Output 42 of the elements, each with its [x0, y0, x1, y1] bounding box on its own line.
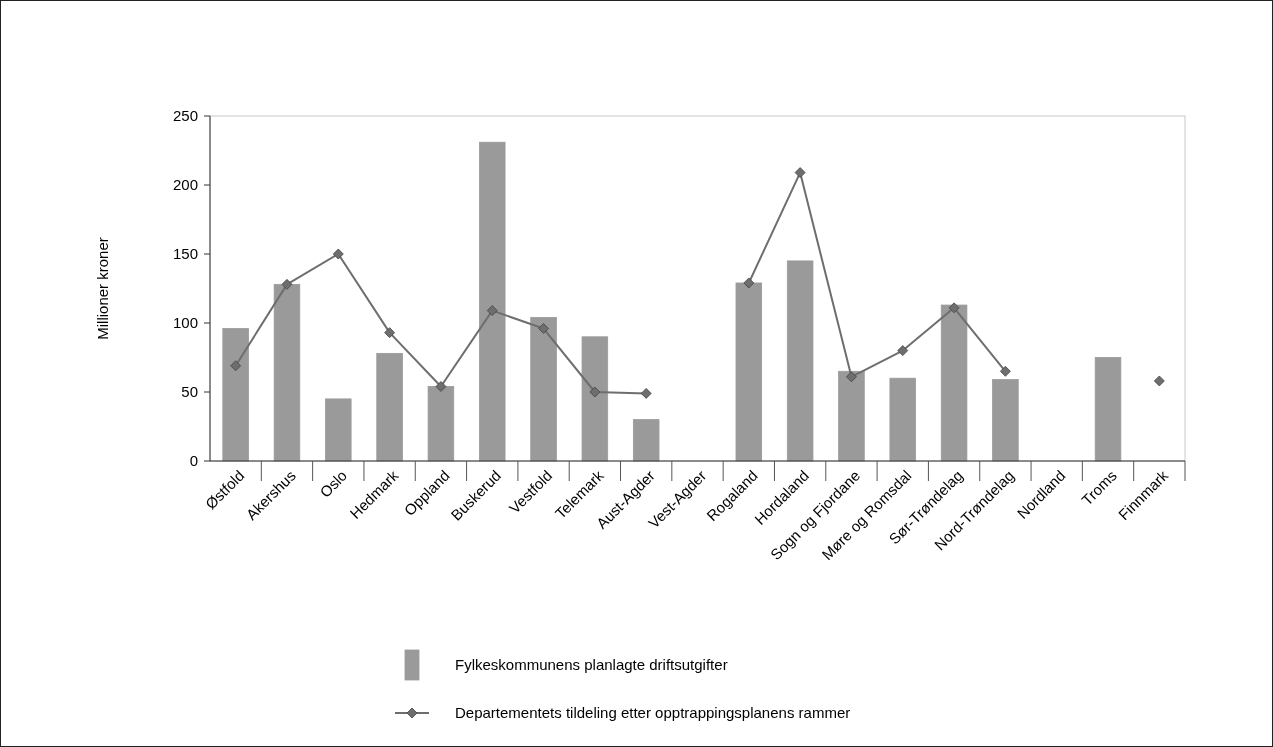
point	[948, 302, 960, 314]
y-tick-label: 200	[172, 176, 198, 194]
point	[794, 167, 806, 178]
point	[230, 360, 242, 372]
legend-label: Departementets tildeling etter opptrappingsplanens rammer	[455, 704, 851, 722]
bar	[735, 282, 763, 462]
point	[281, 278, 293, 290]
y-tick-label: 50	[181, 383, 198, 401]
point	[1153, 375, 1165, 387]
legend-label: Fylkeskommunens planlagte driftsutgifter	[455, 656, 728, 674]
point	[538, 323, 549, 334]
bar	[376, 352, 403, 462]
bar	[325, 398, 352, 462]
point	[332, 248, 344, 260]
point	[640, 387, 652, 399]
y-axis-title: Millioner kroner	[94, 237, 111, 340]
bar	[632, 419, 660, 462]
y-tick-label: 100	[172, 314, 198, 332]
bar	[1094, 357, 1122, 462]
bar	[222, 328, 249, 462]
point	[999, 365, 1011, 377]
y-tick-label: 150	[172, 245, 198, 263]
bar	[427, 386, 455, 462]
point	[589, 386, 601, 398]
point	[435, 381, 447, 392]
bar	[889, 377, 916, 462]
point	[897, 345, 909, 356]
point	[384, 327, 396, 339]
bar	[273, 283, 301, 462]
y-tick-label: 250	[172, 107, 198, 125]
point	[743, 277, 755, 289]
bar	[786, 260, 814, 462]
point	[846, 371, 857, 383]
bar	[940, 304, 968, 462]
bar	[992, 379, 1019, 462]
bar	[479, 141, 506, 462]
bar	[581, 336, 609, 462]
x-tick-label: Oslo	[316, 466, 351, 501]
bar	[838, 370, 865, 462]
point	[486, 305, 498, 316]
y-tick-label: 0	[189, 452, 198, 470]
bar	[530, 317, 557, 462]
